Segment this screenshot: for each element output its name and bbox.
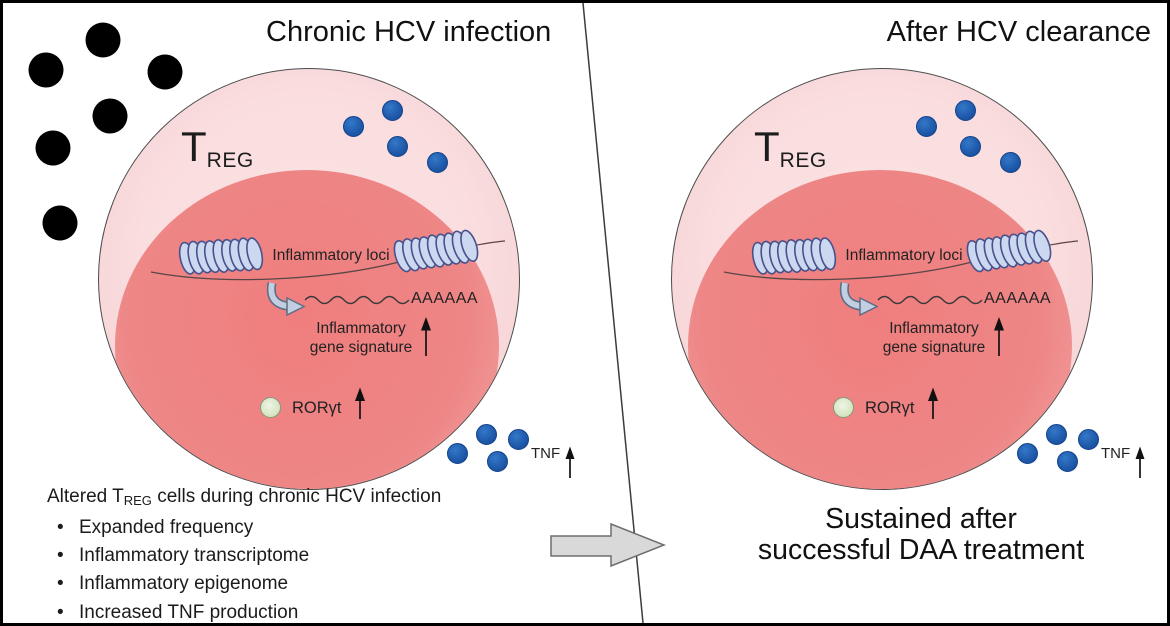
treg-label: TREG	[181, 123, 254, 172]
divider-line	[582, 3, 644, 623]
cell-nucleus	[115, 170, 499, 489]
chromatin-cluster-icon	[176, 234, 266, 278]
overlay-graphics	[550, 3, 667, 623]
inflammatory-loci-label: Inflammatory loci	[272, 247, 390, 264]
caption-bullet-list: • Expanded frequency • Inflammatory transc…	[47, 514, 441, 623]
right-caption-line1: Sustained after	[825, 503, 1017, 535]
block-arrow-icon	[550, 522, 667, 568]
mrna-wavy-line-icon	[877, 295, 983, 305]
cytokine-dot-icon	[1078, 429, 1099, 450]
gene-signature-label: Inflammatory gene signature	[297, 319, 425, 357]
gene-signature-line1: Inflammatory	[316, 320, 406, 337]
panel-title-left: Chronic HCV infection	[266, 16, 552, 48]
chromatin-cluster-icon	[391, 228, 482, 274]
cytokine-dot-icon	[343, 116, 364, 137]
virus-icon	[32, 127, 74, 169]
treg-cell-right: TREG Inflammatory loci AAAAAA Inflammato…	[671, 68, 1093, 490]
rorgt-dot-icon	[833, 397, 854, 418]
up-arrow-icon	[421, 317, 431, 356]
cytokine-dot-icon	[447, 443, 468, 464]
virus-icon	[24, 48, 68, 92]
cytokine-dot-icon	[427, 152, 448, 173]
polya-label: AAAAAA	[411, 290, 479, 307]
caption-heading: Altered TREG cells during chronic HCV in…	[47, 486, 442, 508]
cytokine-dot-icon	[1046, 424, 1067, 445]
up-arrow-icon	[994, 317, 1004, 356]
treg-label: TREG	[754, 123, 827, 172]
cytokine-dot-icon	[960, 136, 981, 157]
polya-label: AAAAAA	[984, 290, 1052, 307]
caption-bullet-item: • Inflammatory epigenome	[57, 573, 289, 595]
right-caption: Sustained after successful DAA treatment	[701, 504, 1141, 566]
up-arrow-icon	[355, 387, 365, 419]
chromatin-cluster-icon	[964, 228, 1055, 274]
gene-signature-label: Inflammatory gene signature	[870, 319, 998, 357]
mrna-wavy-line-icon	[304, 295, 410, 305]
gene-signature-line1: Inflammatory	[889, 320, 979, 337]
cytokine-dot-icon	[487, 451, 508, 472]
cytokine-dot-icon	[382, 100, 403, 121]
tnf-secretion-right: TNF	[1017, 424, 1157, 484]
gene-signature-line2: gene signature	[882, 339, 986, 356]
tnf-label: TNF	[531, 445, 561, 462]
caption-bullet-item: • Inflammatory transcriptome	[57, 545, 310, 567]
cytokine-dot-icon	[476, 424, 497, 445]
panel-title-right: After HCV clearance	[886, 16, 1151, 48]
virus-icon	[85, 22, 121, 58]
inflammatory-loci-label: Inflammatory loci	[845, 247, 963, 264]
caption-bullet-item: • Expanded frequency	[57, 517, 254, 538]
cytokine-dot-icon	[1057, 451, 1078, 472]
tnf-label: TNF	[1101, 445, 1131, 462]
dna-strand	[150, 240, 506, 281]
cytokine-dot-icon	[1000, 152, 1021, 173]
rorgt-label: RORγt	[292, 399, 342, 417]
cytokine-dot-icon	[955, 100, 976, 121]
cytokine-dot-icon	[916, 116, 937, 137]
tnf-secretion-left: TNF	[447, 424, 587, 484]
gene-signature-line2: gene signature	[309, 339, 413, 356]
rorgt-label: RORγt	[865, 399, 915, 417]
chromatin-cluster-icon	[749, 234, 839, 278]
transcription-arrow-icon	[839, 282, 879, 317]
transcription-arrow-icon	[266, 282, 306, 317]
nucleus-art	[723, 69, 1079, 419]
virus-icon	[38, 201, 82, 245]
cytokine-dot-icon	[387, 136, 408, 157]
treg-cell-left: TREG Inflammatory loci AAAAAA Inflammato…	[98, 68, 520, 490]
up-arrow-icon	[928, 387, 938, 419]
cytokine-dot-icon	[1017, 443, 1038, 464]
up-arrow-icon	[565, 446, 575, 478]
caption-bullet-item: • Increased TNF production	[57, 601, 299, 623]
right-caption-line2: successful DAA treatment	[757, 534, 1085, 566]
cell-nucleus	[688, 170, 1072, 489]
up-arrow-icon	[1135, 446, 1145, 478]
left-caption: Altered TREG cells during chronic HCV in…	[47, 486, 442, 623]
dna-strand	[723, 240, 1079, 281]
cytokine-dot-icon	[508, 429, 529, 450]
nucleus-art	[150, 69, 506, 419]
rorgt-dot-icon	[260, 397, 281, 418]
